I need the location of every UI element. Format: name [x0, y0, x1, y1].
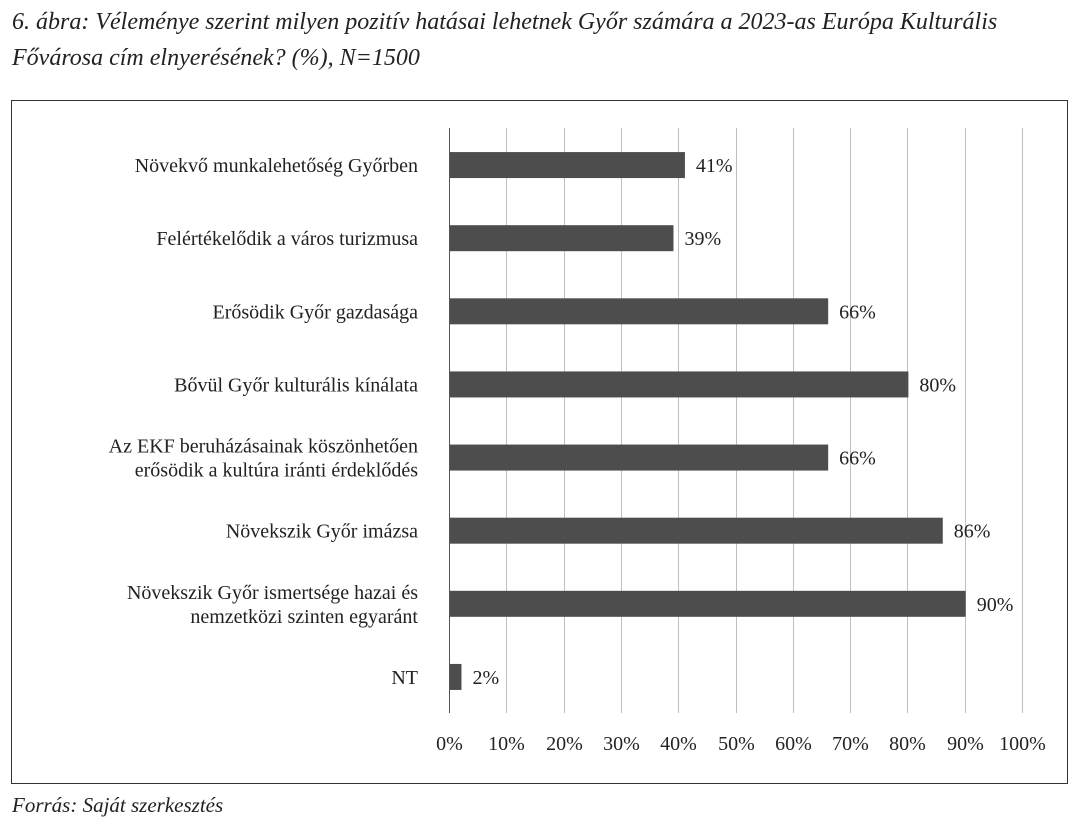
- category-label: Erősödik Győr gazdasága: [213, 301, 419, 323]
- x-tick-label: 60%: [775, 733, 812, 755]
- x-tick-label: 50%: [718, 733, 755, 755]
- data-label: 39%: [684, 228, 721, 250]
- bar: [450, 225, 674, 252]
- data-label: 66%: [839, 301, 876, 323]
- x-tick-label: 30%: [603, 733, 640, 755]
- x-tick-label: 80%: [889, 733, 926, 755]
- x-tick-label: 70%: [832, 733, 869, 755]
- bar: [450, 152, 685, 179]
- data-label: 2%: [472, 667, 499, 689]
- data-label: 66%: [839, 448, 876, 470]
- x-tick-label: 20%: [546, 733, 583, 755]
- data-label: 80%: [919, 374, 956, 396]
- category-label: Növekvő munkalehetőség Győrben: [135, 155, 418, 177]
- bar: [450, 371, 909, 398]
- category-label: erősödik a kultúra iránti érdeklődés: [135, 460, 418, 482]
- category-label: NT: [391, 667, 418, 689]
- data-label: 41%: [696, 155, 733, 177]
- bar: [450, 444, 829, 471]
- chart-title: 6. ábra: Véleménye szerint milyen pozití…: [12, 9, 998, 71]
- bar: [450, 590, 966, 617]
- category-label: Az EKF beruházásainak köszönhetően: [109, 436, 418, 458]
- bar: [450, 517, 943, 544]
- category-label: Növekszik Győr imázsa: [226, 521, 418, 543]
- category-label: Felértékelődik a város turizmusa: [156, 228, 418, 250]
- x-tick-label: 0%: [436, 733, 463, 755]
- chart-source: Forrás: Saját szerkesztés: [12, 793, 224, 817]
- x-tick-label: 90%: [947, 733, 984, 755]
- data-label: 86%: [954, 521, 991, 543]
- bar: [450, 663, 462, 690]
- data-label: 90%: [977, 594, 1014, 616]
- category-label: Bővül Győr kulturális kínálata: [174, 374, 418, 396]
- x-tick-label: 10%: [488, 733, 525, 755]
- x-tick-label: 40%: [660, 733, 697, 755]
- bar: [450, 298, 829, 325]
- category-label: nemzetközi szinten egyaránt: [190, 606, 418, 628]
- chart-frame: [11, 100, 1068, 784]
- category-label: Növekszik Győr ismertsége hazai és: [127, 582, 418, 604]
- x-tick-label: 100%: [999, 733, 1046, 755]
